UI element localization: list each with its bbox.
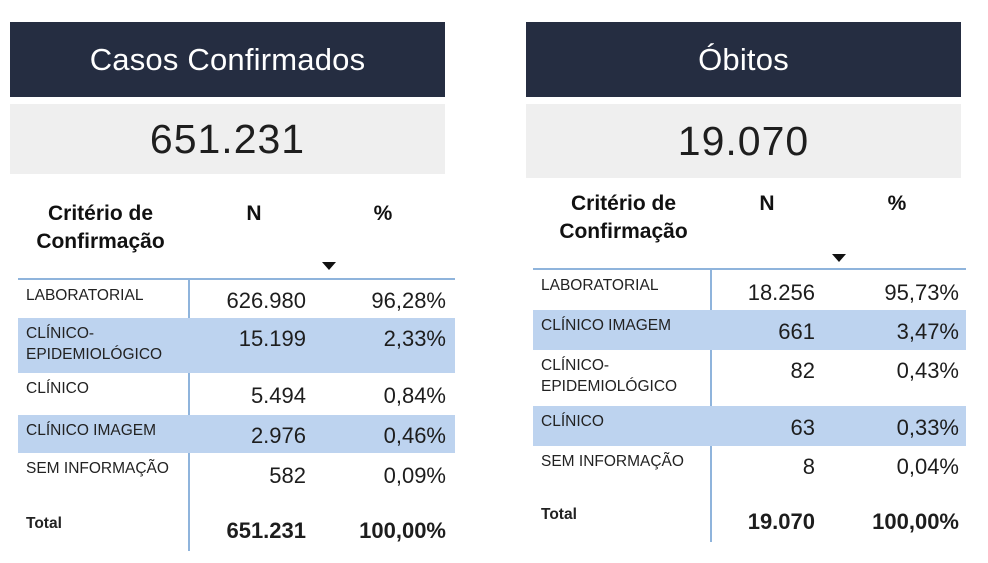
row-criterio-label: SEM INFORMAÇÃO [26, 460, 169, 477]
total-pct-value: 100,00% [872, 509, 959, 534]
obitos-title: Óbitos [698, 41, 789, 77]
total-label: Total [541, 506, 577, 523]
obitos-kpi-card: 19.070 [526, 104, 961, 178]
row-n-value: 5.494 [250, 383, 306, 408]
row-n-value: 626.980 [226, 288, 306, 313]
row-pct-value: 0,33% [896, 415, 959, 440]
row-criterio-label: CLÍNICO IMAGEM [541, 317, 672, 334]
table-total-row: Total 651.231 100,00% [18, 511, 455, 551]
total-n-value: 19.070 [747, 509, 815, 534]
row-criterio-label: CLÍNICO [541, 413, 604, 430]
obitos-header-pct[interactable]: % [887, 192, 907, 215]
row-n-value: 661 [778, 319, 815, 344]
row-criterio-label: CLÍNICO-EPIDEMIOLÓGICO [541, 357, 678, 395]
table-row[interactable]: LABORATORIAL 626.980 96,28% [18, 280, 455, 318]
sort-descending-icon[interactable] [322, 262, 336, 270]
table-row[interactable]: LABORATORIAL 18.256 95,73% [533, 270, 966, 310]
row-pct-value: 0,09% [383, 463, 446, 488]
table-row[interactable]: CLÍNICO-EPIDEMIOLÓGICO 15.199 2,33% [18, 318, 455, 373]
casos-kpi-card: 651.231 [10, 104, 445, 174]
row-n-value: 82 [790, 358, 815, 383]
casos-title: Casos Confirmados [89, 41, 366, 77]
casos-header-n[interactable]: N [246, 202, 262, 225]
row-criterio-label: CLÍNICO-EPIDEMIOLÓGICO [26, 325, 163, 363]
row-criterio-label: SEM INFORMAÇÃO [541, 453, 684, 470]
row-criterio-label: LABORATORIAL [26, 287, 144, 304]
casos-header-pct[interactable]: % [373, 202, 393, 225]
row-criterio-label: LABORATORIAL [541, 277, 659, 294]
row-pct-value: 0,04% [896, 454, 959, 479]
row-n-value: 8 [802, 454, 815, 479]
table-row[interactable]: CLÍNICO-EPIDEMIOLÓGICO 82 0,43% [533, 350, 966, 406]
table-row[interactable]: CLÍNICO 63 0,33% [533, 406, 966, 446]
row-pct-value: 96,28% [371, 288, 446, 313]
row-pct-value: 95,73% [884, 280, 959, 305]
casos-header-rule [18, 278, 455, 280]
row-criterio-label: CLÍNICO IMAGEM [26, 422, 157, 439]
sort-descending-icon[interactable] [832, 254, 846, 262]
obitos-header-rule [533, 268, 966, 270]
table-row[interactable]: CLÍNICO 5.494 0,84% [18, 373, 455, 415]
obitos-header-n[interactable]: N [759, 192, 775, 215]
obitos-kpi-value: 19.070 [677, 117, 810, 164]
casos-title-banner: Casos Confirmados [10, 22, 445, 97]
row-n-value: 582 [269, 463, 306, 488]
row-n-value: 18.256 [747, 280, 815, 305]
row-pct-value: 0,43% [896, 358, 959, 383]
casos-header-criterio[interactable]: Critério de Confirmação [36, 202, 165, 253]
row-n-value: 2.976 [250, 423, 306, 448]
obitos-title-banner: Óbitos [526, 22, 961, 97]
total-label: Total [26, 515, 62, 532]
table-total-row: Total 19.070 100,00% [533, 502, 966, 542]
obitos-header-criterio[interactable]: Critério de Confirmação [559, 192, 688, 243]
table-row[interactable]: SEM INFORMAÇÃO 8 0,04% [533, 446, 966, 502]
row-pct-value: 0,84% [383, 383, 446, 408]
table-row[interactable]: CLÍNICO IMAGEM 2.976 0,46% [18, 415, 455, 453]
casos-kpi-value: 651.231 [149, 115, 306, 162]
row-criterio-label: CLÍNICO [26, 380, 89, 397]
table-row[interactable]: SEM INFORMAÇÃO 582 0,09% [18, 453, 455, 511]
row-n-value: 63 [790, 415, 815, 440]
row-pct-value: 2,33% [383, 326, 446, 351]
row-pct-value: 3,47% [896, 319, 959, 344]
total-pct-value: 100,00% [359, 518, 446, 543]
row-pct-value: 0,46% [383, 423, 446, 448]
row-n-value: 15.199 [238, 326, 306, 351]
total-n-value: 651.231 [226, 518, 306, 543]
table-row[interactable]: CLÍNICO IMAGEM 661 3,47% [533, 310, 966, 350]
